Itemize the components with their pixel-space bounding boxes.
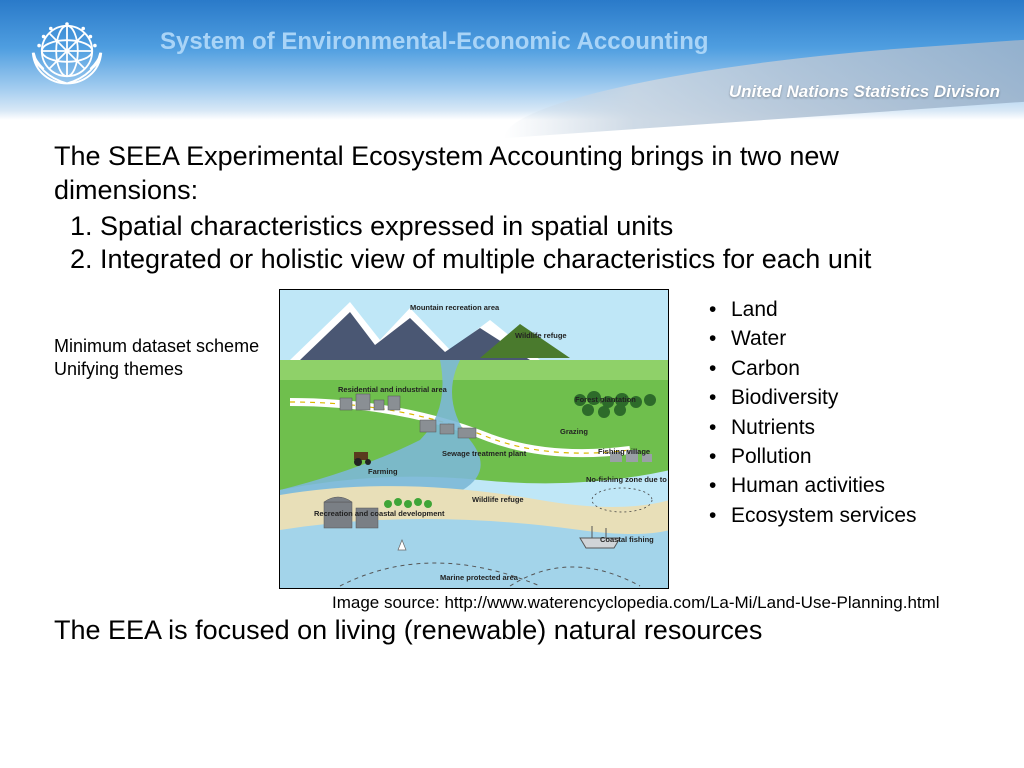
diagram-label: No-fishing zone due to water pollution bbox=[586, 476, 669, 484]
diagram-label: Mountain recreation area bbox=[410, 304, 499, 312]
theme-item: Water bbox=[709, 324, 978, 353]
theme-item: Ecosystem services bbox=[709, 501, 978, 530]
diagram-label: Forest plantation bbox=[575, 396, 636, 404]
note-line: Unifying themes bbox=[54, 358, 279, 381]
diagram-label: Recreation and coastal development bbox=[314, 510, 444, 518]
theme-item: Carbon bbox=[709, 354, 978, 383]
diagram-label: Wildlife refuge bbox=[472, 496, 524, 504]
themes-list: Land Water Carbon Biodiversity Nutrients… bbox=[709, 295, 978, 530]
left-notes: Minimum dataset scheme Unifying themes bbox=[54, 289, 279, 589]
note-line: Minimum dataset scheme bbox=[54, 335, 279, 358]
slide-header: System of Environmental-Economic Account… bbox=[0, 0, 1024, 120]
diagram-label: Residential and industrial area bbox=[338, 386, 447, 394]
dimension-item: Spatial characteristics expressed in spa… bbox=[100, 210, 978, 244]
header-subtitle: United Nations Statistics Division bbox=[729, 82, 1000, 102]
diagram-label: Coastal fishing bbox=[600, 536, 654, 544]
diagram-svg bbox=[280, 290, 669, 589]
theme-item: Land bbox=[709, 295, 978, 324]
footer-text: The EEA is focused on living (renewable)… bbox=[0, 615, 1024, 646]
slide-body: The SEEA Experimental Ecosystem Accounti… bbox=[0, 120, 1024, 613]
diagram-label: Sewage treatment plant bbox=[442, 450, 526, 458]
diagram-label: Grazing bbox=[560, 428, 588, 436]
land-use-diagram: Mountain recreation area Wildlife refuge R… bbox=[279, 289, 669, 589]
theme-item: Biodiversity bbox=[709, 383, 978, 412]
intro-text: The SEEA Experimental Ecosystem Accounti… bbox=[54, 140, 978, 208]
dimensions-list: Spatial characteristics expressed in spa… bbox=[54, 210, 978, 278]
header-title: System of Environmental-Economic Account… bbox=[160, 28, 709, 56]
content-row: Minimum dataset scheme Unifying themes bbox=[54, 289, 978, 589]
themes-list-container: Land Water Carbon Biodiversity Nutrients… bbox=[669, 289, 978, 589]
un-logo-icon bbox=[22, 6, 112, 96]
diagram-label: Fishing village bbox=[598, 448, 650, 456]
dimension-item: Integrated or holistic view of multiple … bbox=[100, 243, 978, 277]
image-source: Image source: http://www.waterencycloped… bbox=[54, 593, 978, 613]
diagram-label: Farming bbox=[368, 468, 398, 476]
theme-item: Nutrients bbox=[709, 413, 978, 442]
diagram-label: Wildlife refuge bbox=[515, 332, 567, 340]
theme-item: Pollution bbox=[709, 442, 978, 471]
theme-item: Human activities bbox=[709, 471, 978, 500]
diagram-label: Marine protected area bbox=[440, 574, 518, 582]
